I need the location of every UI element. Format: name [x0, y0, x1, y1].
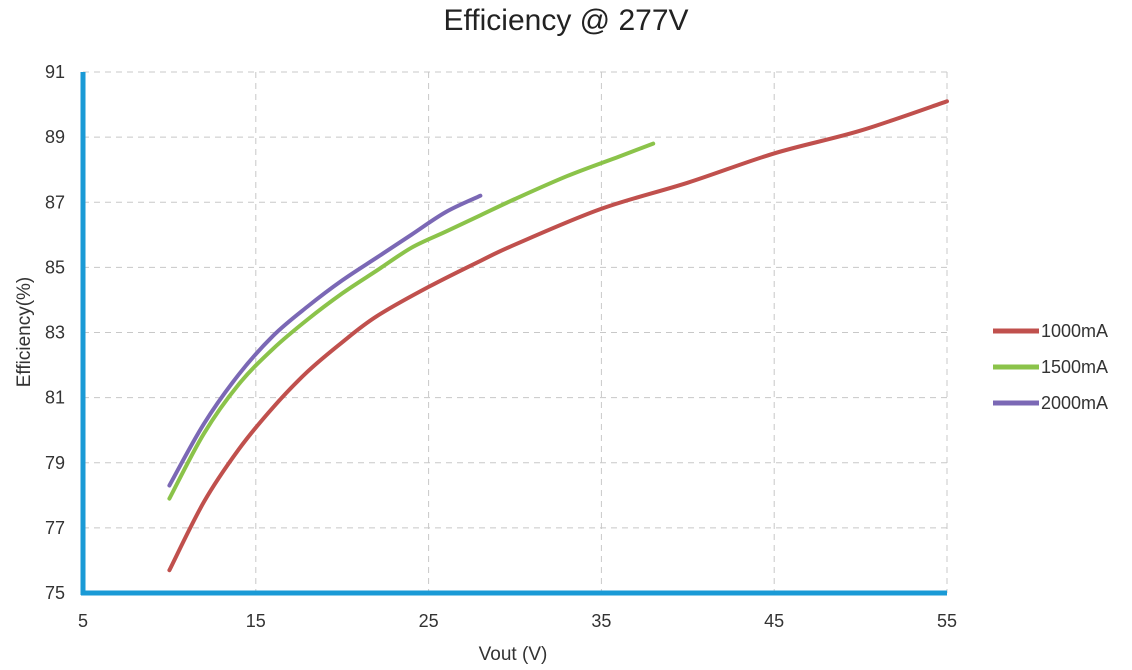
- x-tick-label: 35: [591, 611, 611, 631]
- y-tick-label: 87: [45, 192, 65, 212]
- y-tick-label: 75: [45, 583, 65, 603]
- legend-item: 1000mA: [993, 321, 1108, 341]
- y-tick-label: 81: [45, 388, 65, 408]
- chart-title: Efficiency @ 277V: [443, 4, 689, 37]
- series-line-1000mA: [167, 99, 949, 573]
- legend-label: 2000mA: [1041, 393, 1108, 413]
- x-tick-label: 15: [246, 611, 266, 631]
- axes: [80, 72, 947, 596]
- x-tick-label: 5: [78, 611, 88, 631]
- legend-label: 1500mA: [1041, 357, 1108, 377]
- legend-item: 1500mA: [993, 357, 1108, 377]
- x-tick-label: 25: [419, 611, 439, 631]
- data-series: [167, 99, 949, 573]
- grid-lines: [83, 71, 948, 593]
- series-line-2000mA: [167, 193, 483, 488]
- x-axis-title: Vout (V): [479, 644, 548, 665]
- y-tick-label: 91: [45, 62, 65, 82]
- y-tick-label: 85: [45, 257, 65, 277]
- legend: 1000mA 1500mA 2000mA: [993, 321, 1108, 413]
- y-tick-label: 89: [45, 127, 65, 147]
- y-axis-title: Efficiency(%): [14, 277, 35, 388]
- series-line-1500mA: [167, 141, 656, 501]
- legend-item: 2000mA: [993, 393, 1108, 413]
- y-tick-label: 83: [45, 323, 65, 343]
- legend-label: 1000mA: [1041, 321, 1108, 341]
- x-tick-label: 45: [764, 611, 784, 631]
- y-tick-label: 79: [45, 453, 65, 473]
- y-tick-label: 77: [45, 518, 65, 538]
- tick-labels: 75 77 79 81 83 85 87 89 91 5 15 25 35 45 55: [45, 62, 957, 631]
- x-tick-label: 55: [937, 611, 957, 631]
